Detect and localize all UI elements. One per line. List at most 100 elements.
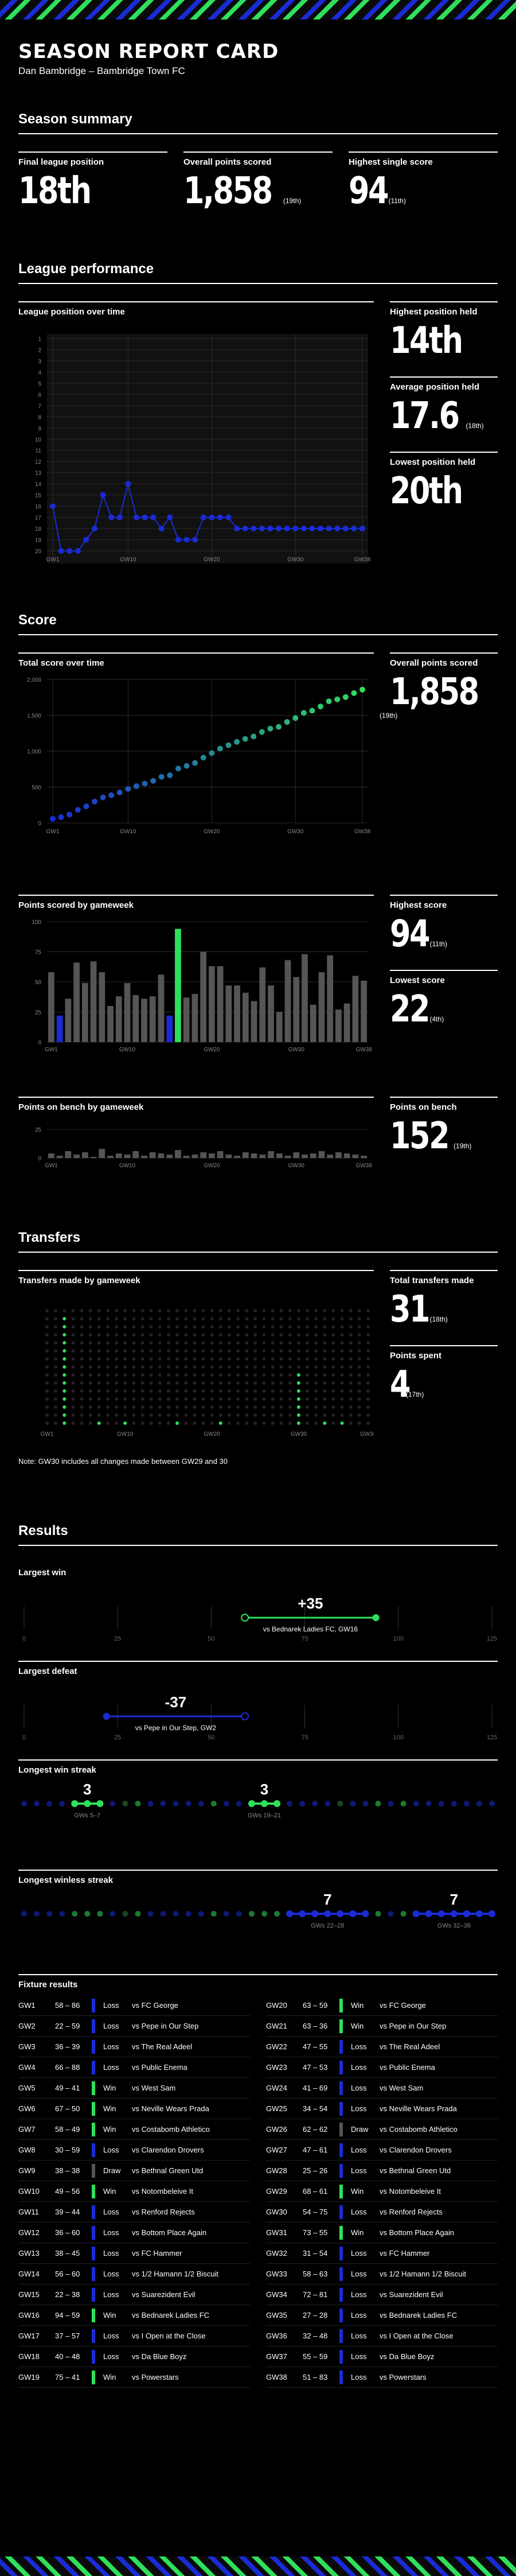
position-point — [351, 526, 357, 532]
empty-dot — [80, 1317, 84, 1320]
fixture-result-bar — [339, 2122, 343, 2136]
empty-dot — [279, 1357, 283, 1361]
fixture-gameweek: GW35 — [266, 2311, 287, 2319]
empty-dot — [149, 1397, 153, 1401]
score-point — [175, 766, 181, 772]
page-subtitle: Dan Bambridge – Bambridge Town FC — [18, 65, 185, 76]
empty-dot — [166, 1325, 170, 1328]
position-point — [309, 526, 315, 532]
empty-dot — [331, 1325, 335, 1328]
empty-dot — [245, 1373, 249, 1377]
fixture-score: 36 – 39 — [55, 2042, 80, 2051]
fixture-gameweek: GW25 — [266, 2104, 287, 2113]
empty-dot — [62, 1309, 67, 1312]
empty-dot — [323, 1325, 327, 1328]
empty-dot — [71, 1421, 75, 1425]
fixture-row: GW17 37 – 57 Loss vs I Open at the Close — [18, 2326, 250, 2346]
empty-dot — [253, 1317, 257, 1320]
summary-stats: Final league position 18th Overall point… — [18, 151, 498, 209]
transfer-dot — [62, 1341, 67, 1345]
empty-dot — [80, 1405, 84, 1409]
empty-dot — [340, 1341, 344, 1345]
empty-dot — [105, 1317, 110, 1320]
fixture-opponent: vs I Open at the Close — [380, 2332, 454, 2340]
empty-dot — [357, 1349, 361, 1353]
fixture-result: Loss — [351, 2104, 367, 2113]
empty-dot — [357, 1325, 361, 1328]
score-bar — [183, 997, 190, 1042]
empty-dot — [253, 1333, 257, 1336]
fixture-row: GW19 75 – 41 Win vs Powerstars — [18, 2367, 250, 2388]
league-side: Highest position held 14th Average posit… — [390, 301, 498, 572]
empty-dot — [306, 1413, 310, 1417]
fixture-result-bar — [92, 2205, 95, 2219]
score-point — [158, 774, 165, 780]
fixture-opponent: vs The Real Adeel — [380, 2042, 440, 2051]
largest-win-chart: 0 25 50 75 100 125 +35 vs Bednarek Ladies FC, G… — [22, 1595, 497, 1642]
result-dot — [350, 1801, 356, 1806]
fixture-score: 27 – 28 — [303, 2311, 328, 2319]
stat-label: Points spent — [390, 1345, 498, 1361]
empty-dot — [331, 1317, 335, 1320]
score-point — [259, 729, 265, 735]
y-tick-label: 7 — [38, 403, 41, 410]
fixture-result: Win — [103, 2187, 116, 2196]
empty-dot — [340, 1365, 344, 1369]
empty-dot — [88, 1381, 92, 1385]
empty-dot — [115, 1333, 119, 1336]
empty-dot — [288, 1317, 292, 1320]
empty-dot — [140, 1381, 144, 1385]
empty-dot — [193, 1381, 197, 1385]
score-point — [83, 803, 89, 810]
gw-score-row: Points scored by gameweek 0 25 50 75 100 GW1 G… — [18, 895, 498, 1062]
fixture-result-bar — [92, 2039, 95, 2054]
x-tick-label: GW30 — [288, 1047, 305, 1053]
result-dot — [261, 1911, 268, 1917]
empty-dot — [227, 1357, 231, 1361]
fixture-row: GW32 31 – 54 Loss vs FC Hammer — [266, 2243, 498, 2264]
result-dot — [223, 1801, 229, 1806]
chart-label: Transfers made by gameweek — [18, 1270, 374, 1285]
fixture-result-bar — [339, 2163, 343, 2178]
transfer-dot — [296, 1421, 300, 1425]
score-point — [217, 745, 223, 752]
result-dot — [97, 1911, 103, 1917]
empty-dot — [349, 1333, 353, 1336]
empty-dot — [175, 1349, 179, 1353]
empty-dot — [288, 1389, 292, 1393]
empty-dot — [54, 1325, 58, 1328]
empty-dot — [340, 1373, 344, 1377]
y-tick-label: 500 — [32, 785, 41, 791]
empty-dot — [201, 1357, 205, 1361]
fixture-row: GW28 25 – 26 Loss vs Bethnal Green Utd — [266, 2161, 498, 2181]
empty-dot — [296, 1325, 300, 1328]
empty-dot — [140, 1421, 144, 1425]
fixture-result-bar — [339, 2039, 343, 2054]
fixture-opponent: vs 1/2 Hamann 1/2 Biscuit — [380, 2270, 467, 2278]
empty-dot — [349, 1325, 353, 1328]
stat-rank: (17th) — [405, 1390, 424, 1398]
empty-dot — [45, 1309, 49, 1312]
scale-tick-label: 50 — [208, 1734, 214, 1739]
empty-dot — [288, 1325, 292, 1328]
fixture-score: 58 – 49 — [55, 2125, 80, 2134]
position-point — [276, 526, 282, 532]
fixture-result-bar — [92, 2225, 95, 2240]
empty-dot — [314, 1413, 318, 1417]
fixture-result-bar — [339, 2060, 343, 2074]
bench-bar — [191, 1155, 198, 1158]
empty-dot — [245, 1405, 249, 1409]
empty-dot — [105, 1421, 110, 1425]
transfer-dot — [62, 1389, 67, 1393]
empty-dot — [288, 1365, 292, 1369]
result-dot — [46, 1911, 53, 1917]
empty-dot — [45, 1317, 49, 1320]
stat-label: Total transfers made — [390, 1270, 498, 1285]
score-bar — [310, 1004, 316, 1042]
fixture-gameweek: GW36 — [266, 2332, 287, 2340]
bench-bar — [284, 1156, 291, 1158]
empty-dot — [140, 1357, 144, 1361]
empty-dot — [80, 1389, 84, 1393]
score-bar — [99, 972, 105, 1042]
empty-dot — [288, 1421, 292, 1425]
